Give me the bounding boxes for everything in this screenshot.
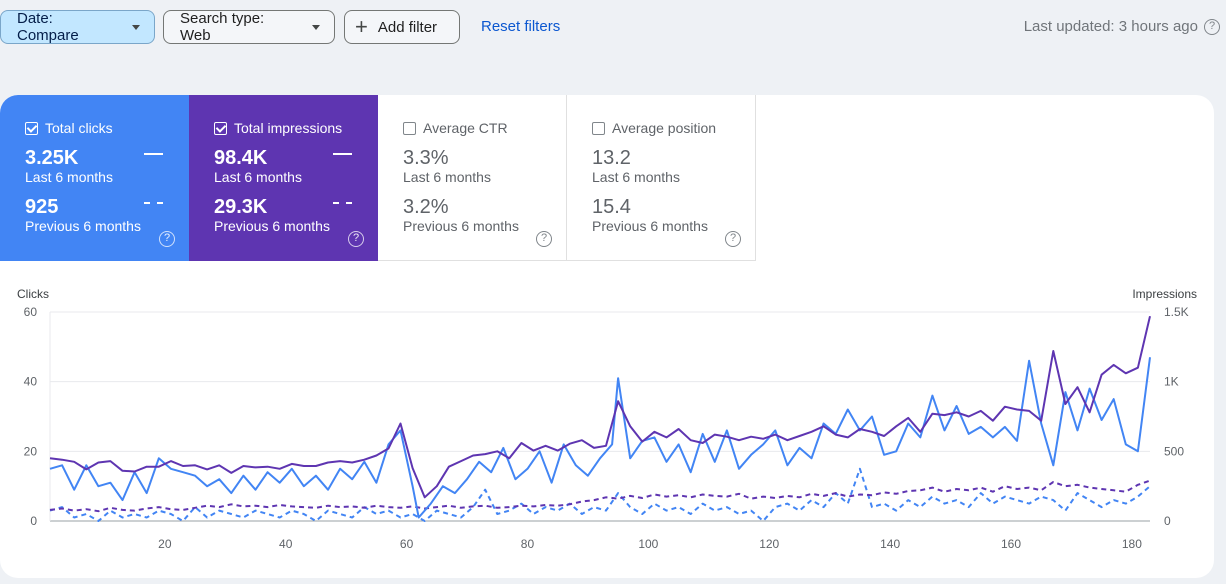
x-axis-ticks: 20 40 60 80 100 120 140 160 180 bbox=[158, 537, 1142, 551]
x-tick-label: 40 bbox=[279, 537, 293, 551]
search-type-label: Search type: Web bbox=[180, 10, 265, 44]
metric-value: 3.25K bbox=[25, 147, 79, 169]
performance-card: Total clicks 3.25K Last 6 months 925 Pre… bbox=[0, 95, 1214, 578]
metric-label: Average CTR bbox=[423, 120, 508, 136]
checkbox-icon[interactable] bbox=[403, 121, 416, 135]
metric-label: Total impressions bbox=[234, 120, 343, 136]
checkbox-icon[interactable] bbox=[25, 121, 38, 135]
series-line-clicks-last-6-months bbox=[49, 357, 1151, 519]
checkbox-icon[interactable] bbox=[592, 121, 605, 135]
series-line-clicks-previous-6-months bbox=[49, 467, 1151, 522]
metric-previous-period: Previous 6 months bbox=[592, 218, 708, 234]
metric-tile-total-impressions[interactable]: Total impressions 98.4K Last 6 months 29… bbox=[189, 95, 378, 261]
metric-value: 13.2 bbox=[592, 147, 631, 169]
metric-tile-total-clicks[interactable]: Total clicks 3.25K Last 6 months 925 Pre… bbox=[0, 95, 189, 261]
metric-label: Total clicks bbox=[45, 120, 113, 136]
y-right-tick-label: 500 bbox=[1164, 444, 1184, 458]
metric-tile-average-ctr[interactable]: Average CTR 3.3% Last 6 months 3.2% Prev… bbox=[378, 95, 567, 261]
caret-down-icon bbox=[312, 24, 320, 30]
x-tick-label: 140 bbox=[880, 537, 900, 551]
checkbox-icon[interactable] bbox=[214, 121, 227, 135]
caret-down-icon bbox=[132, 24, 140, 30]
add-filter-label: Add filter bbox=[377, 18, 438, 36]
question-circle-icon[interactable]: ? bbox=[348, 231, 364, 247]
metric-previous-value: 15.4 bbox=[592, 196, 631, 218]
metric-previous-value: 29.3K bbox=[214, 196, 268, 218]
reset-filters-link[interactable]: Reset filters bbox=[481, 18, 561, 35]
y-left-tick-label: 0 bbox=[30, 514, 37, 528]
metric-previous-period: Previous 6 months bbox=[214, 218, 330, 234]
metric-period: Last 6 months bbox=[592, 169, 680, 185]
metric-previous-value: 925 bbox=[25, 196, 59, 218]
x-tick-label: 60 bbox=[400, 537, 414, 551]
filter-toolbar: Date: Compare Search type: Web + Add fil… bbox=[0, 10, 1226, 44]
last-updated-status: Last updated: 3 hours ago ? bbox=[1024, 18, 1220, 35]
solid-line-legend-icon bbox=[144, 153, 163, 155]
metric-value: 3.3% bbox=[403, 147, 449, 169]
question-circle-icon[interactable]: ? bbox=[725, 231, 741, 247]
plus-icon: + bbox=[355, 14, 368, 39]
date-chip-label: Date: Compare bbox=[17, 10, 79, 44]
solid-line-legend-icon bbox=[333, 153, 352, 155]
metric-label: Average position bbox=[612, 120, 717, 136]
chart-series bbox=[49, 315, 1151, 522]
x-tick-label: 120 bbox=[759, 537, 779, 551]
x-tick-label: 20 bbox=[158, 537, 172, 551]
y-right-tick-label: 1K bbox=[1164, 375, 1179, 389]
metric-previous-period: Previous 6 months bbox=[403, 218, 519, 234]
series-line-impressions-last-6-months bbox=[49, 315, 1151, 499]
x-tick-label: 100 bbox=[638, 537, 658, 551]
date-compare-chip[interactable]: Date: Compare bbox=[0, 10, 155, 44]
dashed-line-legend-icon bbox=[144, 202, 163, 204]
y-left-tick-label: 40 bbox=[24, 375, 38, 389]
chart-gridlines bbox=[49, 311, 1150, 522]
metric-period: Last 6 months bbox=[214, 169, 302, 185]
performance-chart[interactable]: 60 40 20 0 1.5K 1K 500 0 20 40 60 80 100 120 140 160 1… bbox=[0, 295, 1214, 560]
x-tick-label: 180 bbox=[1122, 537, 1142, 551]
metric-period: Last 6 months bbox=[25, 169, 113, 185]
y-left-tick-label: 60 bbox=[24, 305, 38, 319]
metric-previous-value: 3.2% bbox=[403, 196, 449, 218]
y-right-tick-label: 1.5K bbox=[1164, 305, 1189, 319]
y-axis-left-ticks: 60 40 20 0 bbox=[24, 305, 38, 528]
y-axis-right-ticks: 1.5K 1K 500 0 bbox=[1164, 305, 1189, 528]
y-axis-right-title: Impressions bbox=[1132, 287, 1197, 301]
x-tick-label: 80 bbox=[521, 537, 535, 551]
x-tick-label: 160 bbox=[1001, 537, 1021, 551]
y-right-tick-label: 0 bbox=[1164, 514, 1171, 528]
metric-tile-average-position[interactable]: Average position 13.2 Last 6 months 15.4… bbox=[567, 95, 756, 261]
add-filter-button[interactable]: + Add filter bbox=[344, 10, 460, 44]
y-axis-left-title: Clicks bbox=[17, 287, 49, 301]
metric-period: Last 6 months bbox=[403, 169, 491, 185]
metric-value: 98.4K bbox=[214, 147, 268, 169]
question-circle-icon[interactable]: ? bbox=[1204, 18, 1220, 35]
dashed-line-legend-icon bbox=[333, 202, 352, 204]
series-line-impressions-previous-6-months bbox=[49, 479, 1151, 513]
last-updated-text: Last updated: 3 hours ago bbox=[1023, 18, 1198, 35]
question-circle-icon[interactable]: ? bbox=[159, 231, 175, 247]
search-type-chip[interactable]: Search type: Web bbox=[163, 10, 335, 44]
y-left-tick-label: 20 bbox=[24, 444, 38, 458]
question-circle-icon[interactable]: ? bbox=[536, 231, 552, 247]
metric-previous-period: Previous 6 months bbox=[25, 218, 141, 234]
